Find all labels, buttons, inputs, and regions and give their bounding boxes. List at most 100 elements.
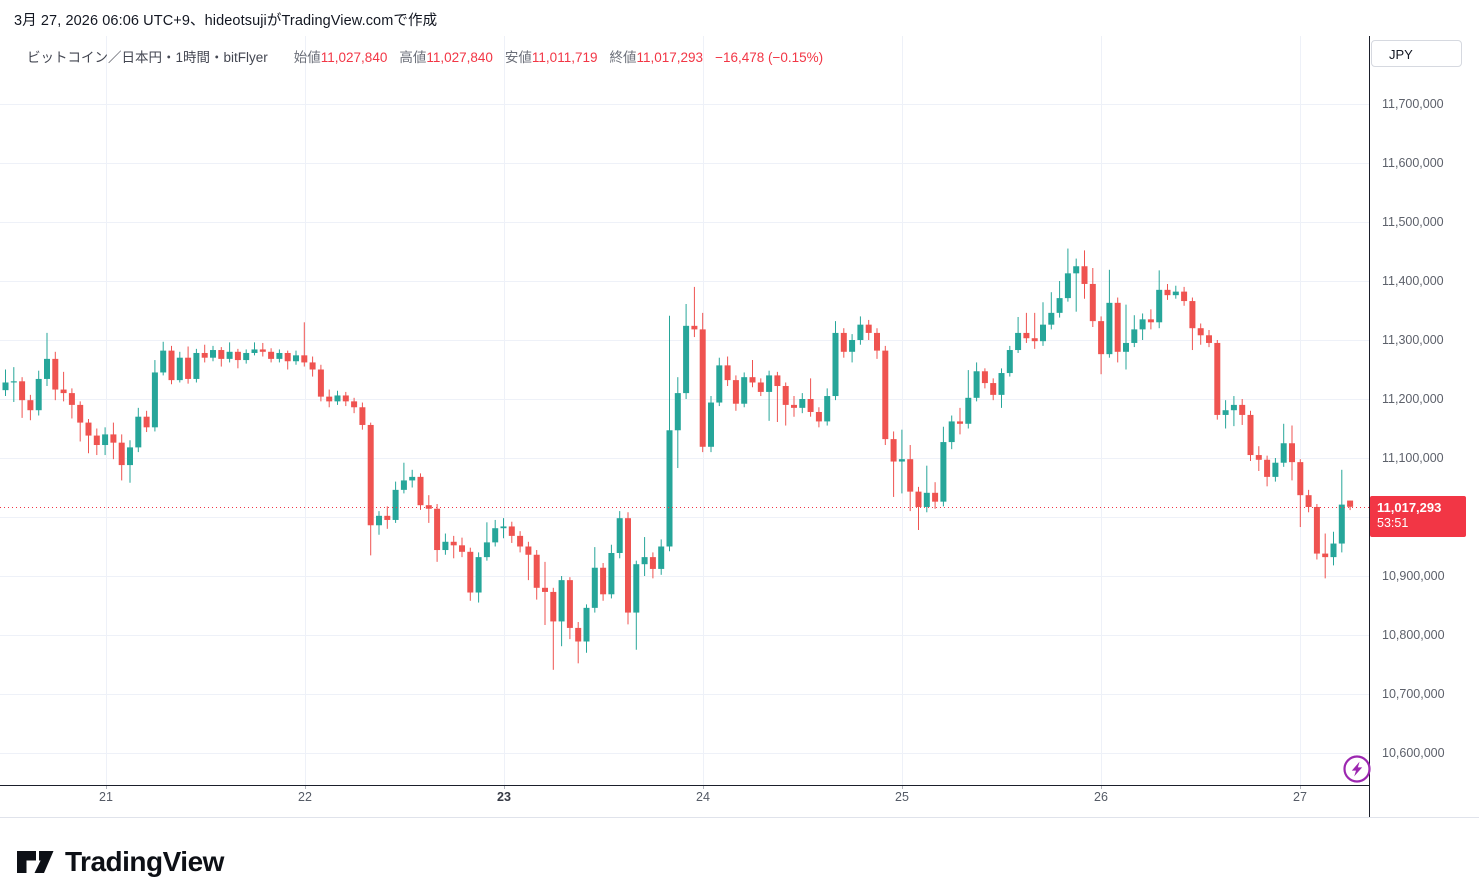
candle-body [583,607,590,642]
price-axis-label: 11,600,000 [1382,156,1444,170]
candle-body [550,591,557,622]
candle-body [1114,302,1121,352]
candle-body [85,422,92,436]
candle-body [210,350,216,358]
candle-body [60,389,67,394]
candle-body [483,542,490,558]
high-label: 高値 [399,50,427,65]
tradingview-logo-icon [17,851,54,873]
candle-body [749,377,756,383]
candle-body [425,505,432,509]
candle-body [492,528,499,543]
candle-body [1264,459,1271,477]
candle-body [932,492,939,502]
candle-body [68,393,75,405]
candle-body [990,383,997,395]
candle-body [1073,266,1080,274]
price-axis-label: 11,700,000 [1382,97,1444,111]
candle-body [1048,312,1055,325]
candle-body [774,375,781,387]
candle-body [293,355,299,362]
candle-body [392,489,399,520]
candle-body [500,526,507,529]
candle-body [1106,302,1113,355]
candle-body [915,491,922,507]
candle-body [400,480,407,490]
price-axis-label: 10,900,000 [1382,569,1445,583]
candle-body [19,381,26,401]
candle-body [1338,504,1345,544]
open-value: 11,027,840 [320,50,388,65]
candle-body [52,358,59,390]
candle-body [1214,342,1221,415]
candle-body [882,350,889,440]
candle-body [791,404,797,408]
candle-body [143,416,150,428]
attribution-text: 3月 27, 2026 06:06 UTC+9、hideotsujiがTradi… [14,13,438,29]
candle-body [716,365,723,403]
flash-circle [1343,755,1371,783]
candle-body [766,375,773,392]
candle-body [1098,321,1105,355]
candle-body [127,447,133,466]
candle-body [840,332,847,352]
candle-body [1147,319,1154,323]
candle-body [633,564,640,613]
candle-body [1280,443,1287,463]
candle-body [168,350,175,381]
candle-body [724,365,731,381]
candle-body [591,567,598,608]
candle-body [409,476,416,481]
price-axis-label: 11,400,000 [1382,274,1444,288]
candle-body [193,352,200,379]
chart-legend: ビットコイン／日本円・1時間・bitFlyer 始値11,027,840 高値11,… [27,46,823,66]
price-axis-label: 11,100,000 [1382,451,1444,465]
candle-body [616,518,623,553]
candle-body [434,508,441,551]
candle-body [575,627,582,642]
candle-body [301,355,308,363]
candle-body [857,324,864,340]
candle-body [1023,332,1030,339]
candle-body [542,587,548,592]
candle-body [1255,455,1262,460]
candle-body [1056,298,1063,313]
candle-body [1123,342,1129,352]
candle-body [1081,266,1088,284]
candle-body [1189,301,1196,329]
candle-body [1206,335,1212,343]
last-price-value: 11,017,293 [1377,500,1442,515]
candle-body [691,325,698,330]
candle-body [35,378,42,411]
candle-body [741,377,748,404]
candle-body [641,557,648,565]
candle-body [517,535,524,547]
flash-boost-button[interactable] [1341,753,1373,785]
time-axis-label: 23 [497,790,511,804]
candle-body [376,515,382,526]
tradingview-logo-text: TradingView [65,846,224,877]
candle-body [799,399,806,408]
candle-body [102,434,109,446]
candle-body [151,372,158,428]
candle-body [475,557,482,593]
candle-body [998,373,1005,395]
currency-button-jpy[interactable]: JPY [1371,40,1462,67]
close-label: 終値 [609,50,637,65]
candle-body [342,395,349,402]
candle-body [309,362,316,370]
candle-body [674,393,681,431]
candle-body [1131,329,1138,343]
candle-body [533,554,540,588]
candle-body [658,546,665,569]
candle-body [93,435,100,446]
candle-body [201,352,208,358]
candle-body [625,518,631,613]
low-label: 安値 [504,50,532,65]
candle-body [1156,289,1163,323]
candle-body [981,371,988,384]
tradingview-logo[interactable]: TradingView [15,844,224,880]
candle-body [1230,404,1237,411]
